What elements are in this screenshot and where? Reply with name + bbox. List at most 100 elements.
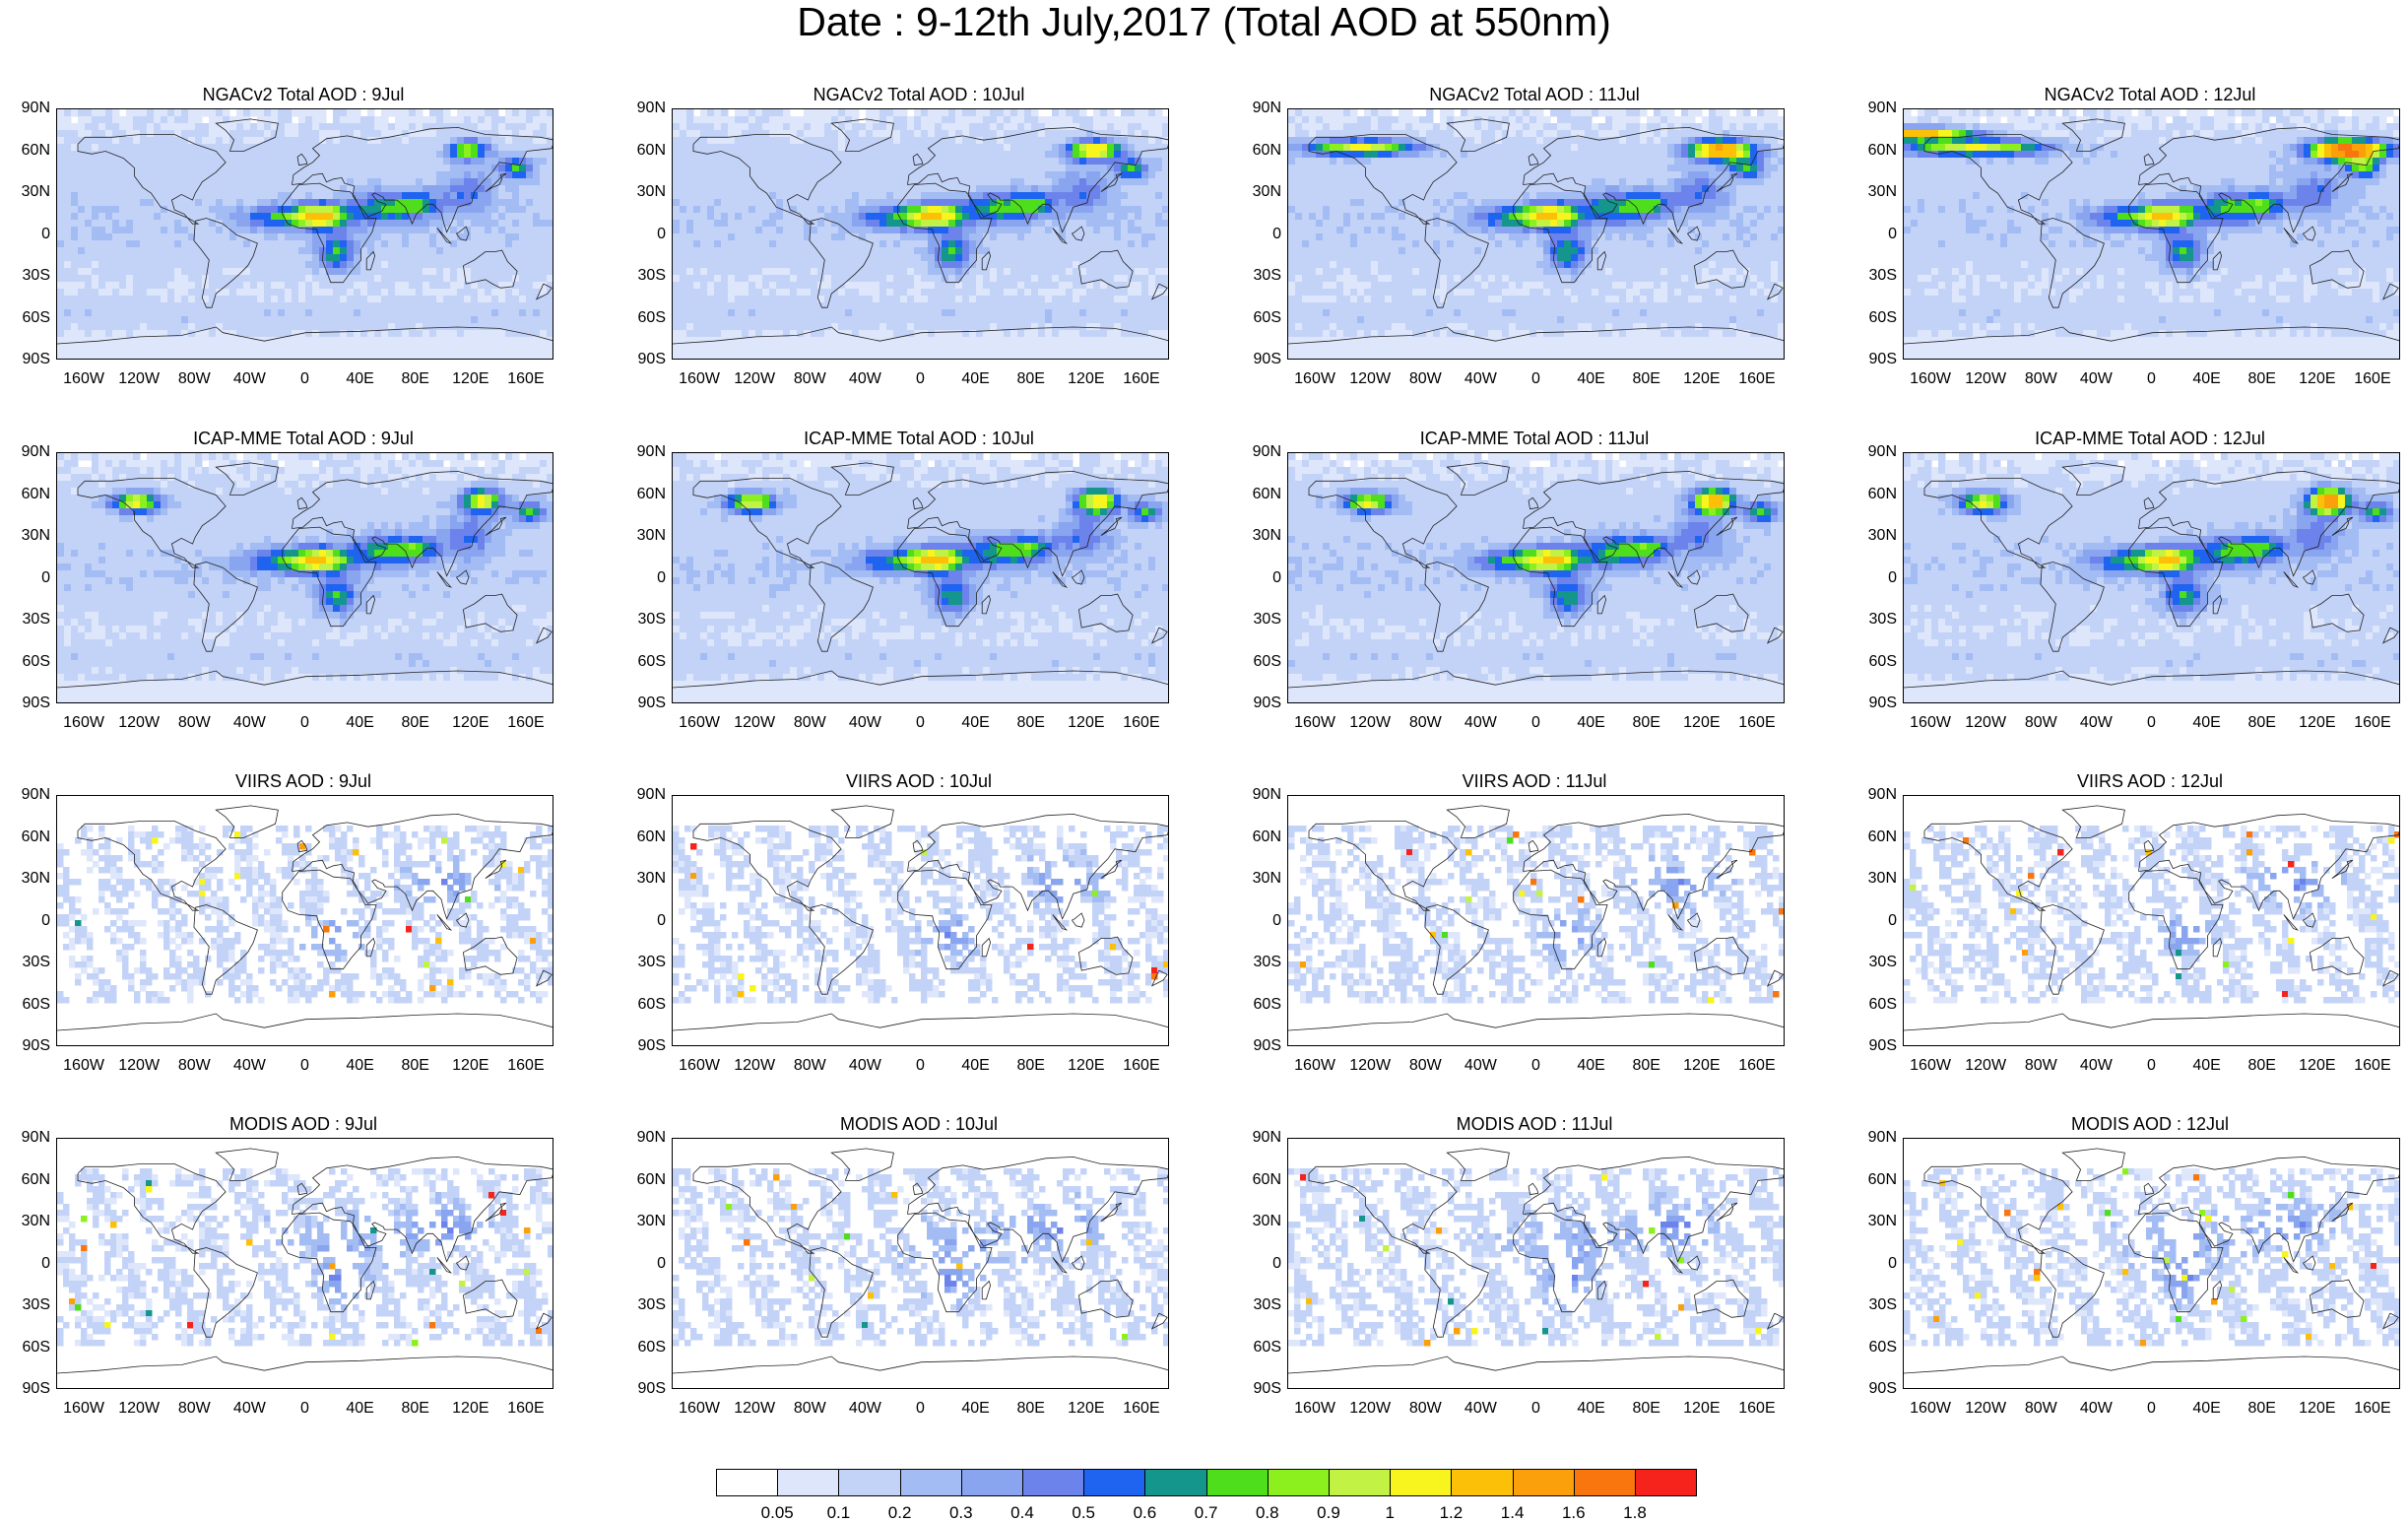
coastline xyxy=(1923,821,2073,911)
colorbar-label: 0.4 xyxy=(998,1504,1047,1521)
y-tick-label: 90N xyxy=(1852,787,1897,803)
map-panel: NGACv2 Total AOD : 12Jul 90N 60N 30N 0 30S 60S… xyxy=(1868,85,2408,412)
coastline xyxy=(1667,571,1684,588)
colorbar-swatch xyxy=(1022,1469,1085,1496)
coastline xyxy=(1100,516,1123,536)
x-tick-label: 160E xyxy=(496,715,555,731)
panel-title: NGACv2 Total AOD : 9Jul xyxy=(0,84,609,105)
coastline xyxy=(2128,1212,2224,1313)
y-tick-label: 60S xyxy=(620,309,666,326)
coastline xyxy=(1446,462,1510,496)
x-tick-label: 40W xyxy=(2066,371,2125,387)
coastline xyxy=(2381,969,2399,987)
y-tick-label: 90S xyxy=(5,352,50,367)
coastline xyxy=(1596,937,1607,958)
coastline xyxy=(897,182,993,284)
x-tick-label: 40E xyxy=(1562,371,1621,387)
y-tick-label: 60S xyxy=(1852,653,1897,670)
map-plot-area xyxy=(672,452,1169,703)
coastline xyxy=(2212,594,2223,615)
x-tick-label: 40W xyxy=(1451,371,1510,387)
x-tick-label: 0 xyxy=(2122,1401,2181,1417)
colorbar-label: 0.7 xyxy=(1182,1504,1231,1521)
coastline xyxy=(981,594,992,615)
coastline xyxy=(282,182,377,284)
colorbar-swatch xyxy=(1390,1469,1453,1496)
y-tick-label: 90S xyxy=(1852,352,1897,367)
x-tick-label: 120W xyxy=(109,371,168,387)
coastline xyxy=(1687,569,1701,585)
coastline xyxy=(2283,571,2300,588)
coastline xyxy=(1308,134,1458,225)
y-tick-label: 60N xyxy=(1236,142,1281,159)
x-tick-label: 120E xyxy=(441,1401,500,1417)
x-tick-label: 80W xyxy=(1396,1401,1455,1417)
y-tick-label: 90S xyxy=(1236,352,1281,367)
colorbar-label: 0.3 xyxy=(937,1504,986,1521)
coastline xyxy=(1667,1257,1684,1274)
coastline xyxy=(1288,670,1784,689)
coastline xyxy=(2040,904,2105,995)
y-tick-label: 30S xyxy=(620,1297,666,1313)
coastline xyxy=(1308,1163,1458,1254)
x-tick-label: 120E xyxy=(441,371,500,387)
coastline xyxy=(193,904,258,995)
colorbar-swatch xyxy=(899,1469,962,1496)
colorbar-swatch xyxy=(1267,1469,1330,1496)
x-tick-label: 0 xyxy=(891,715,950,731)
coastline xyxy=(292,470,553,577)
y-tick-label: 30S xyxy=(1852,268,1897,284)
coastline xyxy=(1100,172,1123,192)
coastline xyxy=(535,283,553,300)
x-tick-label: 120E xyxy=(1057,715,1116,731)
coastline xyxy=(77,1163,227,1254)
y-tick-label: 30S xyxy=(620,612,666,628)
y-tick-label: 60S xyxy=(1852,309,1897,326)
x-tick-label: 80W xyxy=(164,715,224,731)
coastline xyxy=(1904,1356,2399,1374)
coastline xyxy=(912,496,924,510)
map-panel: ICAP-MME Total AOD : 9Jul 90N 60N 30N 0 30S 60… xyxy=(22,429,607,756)
x-tick-label: 160E xyxy=(496,371,555,387)
x-tick-label: 160E xyxy=(1727,1058,1787,1074)
coastline xyxy=(2283,1257,2300,1274)
y-tick-label: 90N xyxy=(620,787,666,803)
y-tick-label: 90S xyxy=(5,1381,50,1397)
x-tick-label: 80E xyxy=(1617,1401,1676,1417)
coastline xyxy=(1904,670,2399,689)
x-tick-label: 160W xyxy=(1285,371,1344,387)
coastline xyxy=(1766,627,1784,644)
coastline xyxy=(1523,813,1784,920)
y-tick-label: 90N xyxy=(1236,1130,1281,1146)
y-tick-label: 30S xyxy=(5,955,50,970)
coastline xyxy=(1072,1255,1085,1271)
coastline xyxy=(2310,936,2365,975)
coastline xyxy=(2381,1312,2399,1330)
coastline xyxy=(436,914,453,931)
x-tick-label: 160E xyxy=(2343,371,2402,387)
coastline xyxy=(1596,250,1607,271)
colorbar-swatch xyxy=(1512,1469,1575,1496)
colorbar-swatch xyxy=(1329,1469,1392,1496)
x-tick-label: 120W xyxy=(725,1058,784,1074)
coastline xyxy=(2310,593,2365,632)
coastline xyxy=(2283,914,2300,931)
coastline xyxy=(215,118,279,152)
coastline xyxy=(1052,914,1069,931)
colorbar-label: 0.5 xyxy=(1059,1504,1108,1521)
coastline xyxy=(1424,1247,1489,1338)
colorbar-label: 0.8 xyxy=(1243,1504,1292,1521)
x-tick-label: 40W xyxy=(220,1058,279,1074)
coastline xyxy=(77,821,227,911)
x-tick-label: 160E xyxy=(496,1401,555,1417)
x-tick-label: 40W xyxy=(2066,1058,2125,1074)
coastline xyxy=(2138,470,2399,577)
panel-title: NGACv2 Total AOD : 11Jul xyxy=(1229,84,1840,105)
coastline xyxy=(485,859,507,879)
y-tick-label: 0 xyxy=(5,912,50,929)
coastline xyxy=(77,134,227,225)
map-plot-area xyxy=(1903,108,2400,360)
x-tick-label: 80W xyxy=(2011,1401,2070,1417)
coastline xyxy=(2331,859,2354,879)
coastline xyxy=(673,670,1168,689)
